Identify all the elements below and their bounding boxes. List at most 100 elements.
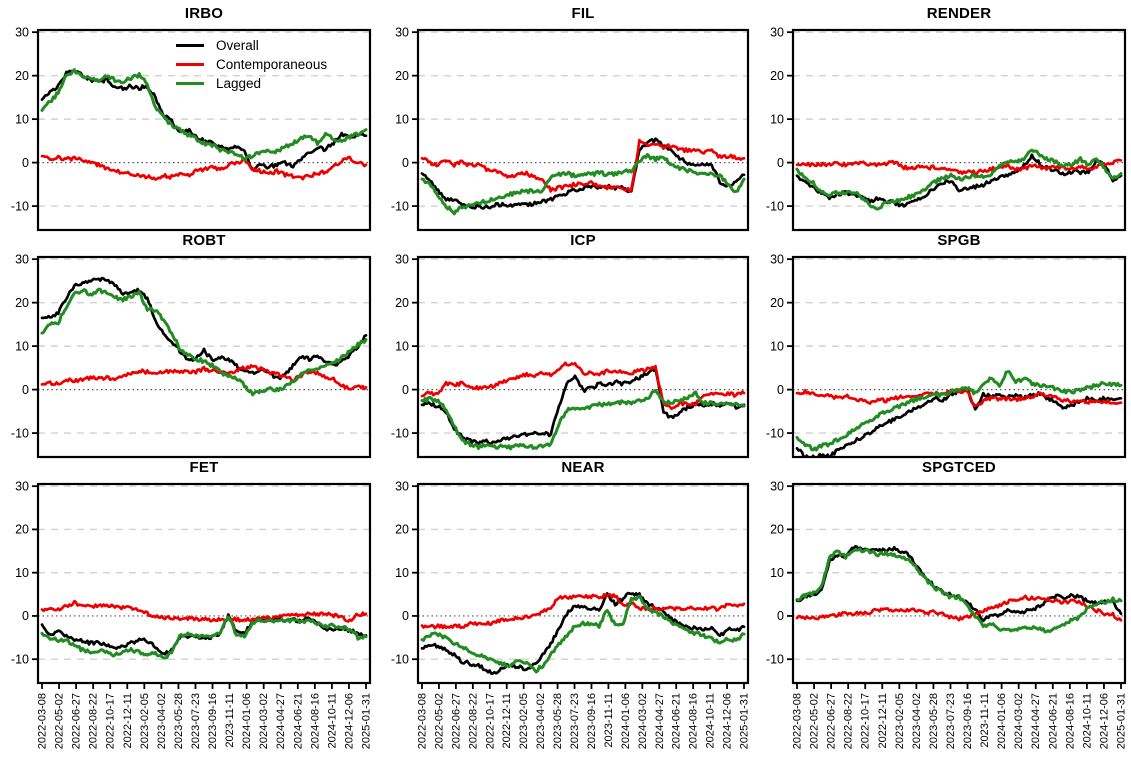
y-tick-label: 30 [395, 479, 409, 493]
x-tick-label: 2024-03-02 [637, 693, 649, 749]
panel-title-fet: FET [189, 459, 219, 476]
panel-title-render: RENDER [926, 5, 992, 22]
series-line-contemporaneous [420, 361, 746, 411]
x-tick-label: 2024-04-27 [654, 693, 666, 749]
x-tick-label: 2024-10-11 [1081, 693, 1093, 748]
series-line-overall [795, 387, 1123, 457]
x-tick-label: 2022-08-22 [843, 693, 855, 749]
x-tick-label: 2022-08-22 [88, 693, 100, 749]
x-tick-label: 2022-08-22 [467, 693, 479, 749]
x-tick-label: 2025-01-31 [1116, 693, 1128, 749]
panel-title-icp: ICP [570, 232, 596, 249]
x-tick-label: 2022-12-11 [122, 693, 134, 748]
y-tick-label: -10 [766, 426, 784, 440]
series-line-contemporaneous [40, 364, 368, 391]
x-tick-label: 2025-01-31 [739, 693, 751, 749]
y-tick-label: 30 [395, 252, 409, 266]
y-tick-label: 20 [15, 69, 29, 83]
x-tick-label: 2022-06-27 [450, 693, 462, 749]
y-tick-label: 20 [770, 69, 784, 83]
x-tick-label: 2024-08-16 [688, 693, 700, 749]
y-tick-label: 0 [777, 383, 784, 397]
series-line-lagged [795, 547, 1123, 634]
panel-title-spgb: SPGB [937, 232, 981, 249]
series-line-lagged [795, 370, 1123, 452]
y-tick-label: -10 [766, 652, 784, 666]
series-line-overall [420, 367, 746, 446]
series-line-lagged [40, 615, 368, 660]
panel-box [416, 255, 750, 459]
y-tick-label: 0 [22, 383, 29, 397]
x-tick-label: 2024-03-02 [258, 693, 270, 749]
x-tick-label: 2023-11-11 [224, 693, 236, 748]
y-tick-label: 20 [15, 523, 29, 537]
x-tick-label: 2022-12-11 [501, 693, 513, 748]
panel-box [791, 482, 1127, 685]
x-tick-label: 2022-05-02 [54, 693, 66, 749]
panel-box [791, 28, 1127, 232]
legend: Overall Contemporaneous Lagged [176, 36, 327, 93]
x-tick-label: 2023-07-23 [190, 693, 202, 749]
x-tick-label: 2023-05-28 [552, 693, 564, 749]
x-tick-label: 2023-07-23 [569, 693, 581, 749]
x-tick-label: 2022-05-02 [809, 693, 821, 749]
y-tick-label: 10 [15, 112, 29, 126]
panel-title-fil: FIL [571, 5, 595, 22]
series-line-contemporaneous [420, 593, 746, 630]
x-tick-label: 2023-04-02 [911, 693, 923, 749]
legend-label-contemporaneous: Contemporaneous [216, 57, 328, 72]
panel-box [36, 28, 372, 232]
panel-title-spgtced: SPGTCED [922, 459, 996, 476]
x-tick-label: 2024-10-11 [705, 693, 717, 748]
y-tick-label: 30 [15, 479, 29, 493]
y-tick-label: -10 [11, 426, 29, 440]
x-tick-label: 2023-09-16 [962, 693, 974, 749]
legend-label-lagged: Lagged [216, 76, 262, 91]
legend-entry-overall: Overall [176, 36, 327, 55]
panel-title-robt: ROBT [182, 232, 226, 249]
x-tick-label: 2022-03-08 [37, 693, 49, 749]
y-tick-label: 0 [777, 156, 784, 170]
panel-box [416, 28, 750, 232]
x-tick-label: 2024-01-06 [996, 693, 1008, 749]
y-tick-label: 30 [770, 479, 784, 493]
panel-box [36, 255, 372, 459]
y-tick-label: -10 [391, 652, 409, 666]
y-tick-label: 20 [770, 296, 784, 310]
y-tick-label: 30 [770, 252, 784, 266]
y-tick-label: -10 [11, 652, 29, 666]
y-tick-label: 30 [15, 252, 29, 266]
lagged-line-swatch [176, 82, 204, 85]
x-tick-label: 2023-07-23 [945, 693, 957, 749]
y-tick-label: -10 [11, 199, 29, 213]
x-tick-label: 2023-05-28 [928, 693, 940, 749]
legend-label-overall: Overall [216, 38, 259, 53]
y-tick-label: 10 [770, 339, 784, 353]
series-line-contemporaneous [420, 138, 746, 194]
series-line-lagged [420, 594, 746, 674]
y-tick-label: -10 [766, 199, 784, 213]
contemporaneous-line-swatch [176, 63, 204, 66]
series-line-overall [40, 276, 368, 381]
series-line-lagged [40, 68, 368, 162]
x-tick-label: 2024-08-16 [1064, 693, 1076, 749]
x-tick-label: 2022-10-17 [105, 693, 117, 749]
y-tick-label: 20 [15, 296, 29, 310]
x-tick-label: 2024-12-06 [1098, 693, 1110, 749]
y-tick-label: 20 [395, 69, 409, 83]
series-line-contemporaneous [795, 594, 1123, 622]
x-tick-label: 2024-10-11 [326, 693, 338, 748]
x-tick-label: 2023-11-11 [603, 693, 615, 748]
y-tick-label: 10 [15, 566, 29, 580]
legend-entry-lagged: Lagged [176, 74, 327, 93]
x-tick-label: 2023-04-02 [535, 693, 547, 749]
x-tick-label: 2022-05-02 [433, 693, 445, 749]
y-tick-label: 30 [770, 25, 784, 39]
legend-entry-contemporaneous: Contemporaneous [176, 55, 327, 74]
y-tick-label: 10 [770, 566, 784, 580]
y-tick-label: 0 [402, 156, 409, 170]
series-line-contemporaneous [795, 158, 1123, 176]
y-tick-label: 20 [395, 523, 409, 537]
